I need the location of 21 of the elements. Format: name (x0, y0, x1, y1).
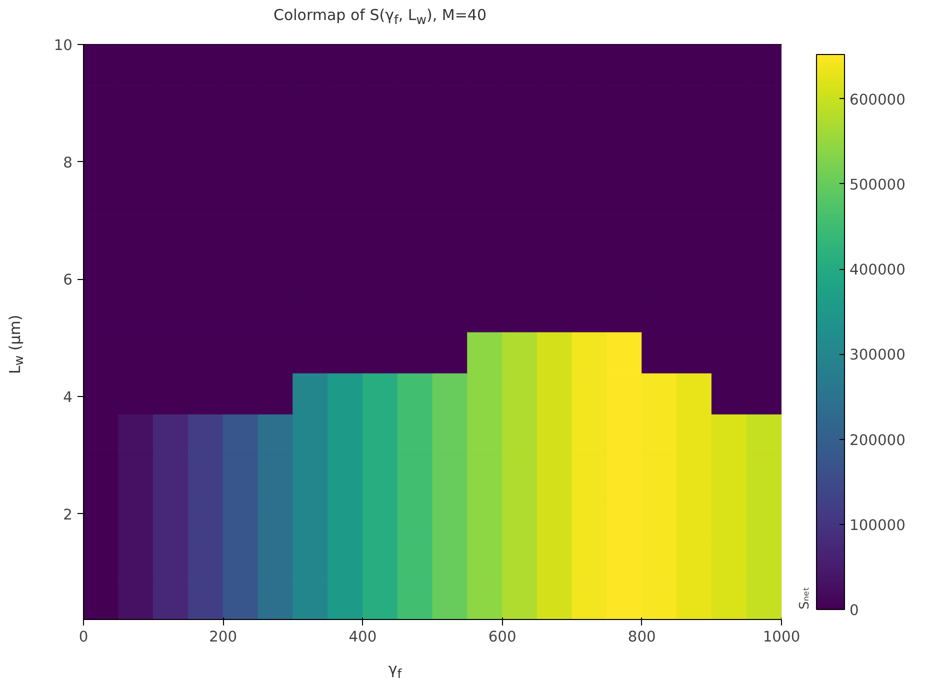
x-tick-label: 600 (488, 628, 516, 646)
color-bar-title: Sₙₑₜ (798, 586, 812, 610)
y-tick-label: 2 (63, 506, 73, 524)
color-bar-label: 100000 (850, 516, 906, 534)
color-bar-label: 600000 (850, 91, 906, 108)
chart-title: Colormap of S(γ$_{f}$, L$_{w}$), M=40 (273, 5, 486, 29)
x-tick-label: 1000 (762, 628, 800, 646)
x-tick-label: 200 (209, 628, 238, 646)
color-bar-label: 500000 (850, 176, 906, 194)
color-bar-label: 300000 (850, 346, 906, 364)
y-tick-label: 8 (63, 154, 73, 172)
x-tick-label: 0 (78, 628, 88, 646)
color-bar-label: 400000 (850, 262, 906, 279)
y-tick-label: 6 (63, 272, 73, 289)
x-tick-label: 800 (628, 628, 656, 646)
color-bar-label: 200000 (850, 432, 906, 449)
y-tick-label: 4 (63, 389, 73, 406)
x-tick-label: 400 (348, 628, 377, 646)
x-axis-title: γ$_{f}$ (388, 659, 402, 683)
color-bar-label: 0 (850, 602, 859, 619)
y-tick-label: 10 (54, 37, 73, 54)
